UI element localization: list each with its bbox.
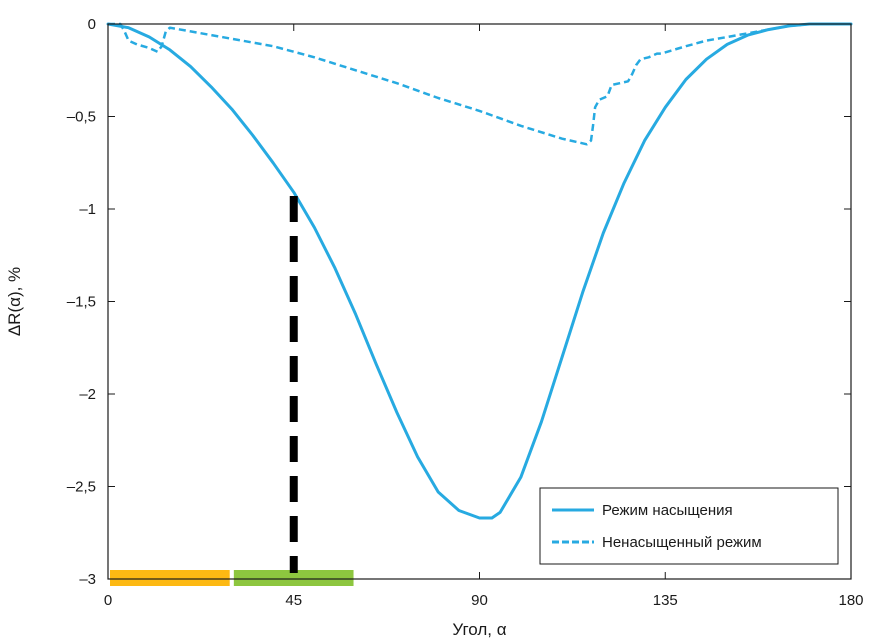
x-tick-label: 180 bbox=[838, 592, 863, 609]
x-tick-label: 135 bbox=[653, 592, 678, 609]
x-tick-label: 45 bbox=[285, 592, 302, 609]
y-tick-label: –2 bbox=[79, 386, 96, 403]
legend-label-unsaturated: Ненасыщенный режим bbox=[602, 534, 762, 551]
y-tick-label: –3 bbox=[79, 571, 96, 588]
legend-box bbox=[539, 487, 839, 565]
y-tick-label: –1 bbox=[79, 201, 96, 218]
tick-labels: 0 45 90 135 180 0 –0,5 –1 –1,5 –2 –2,5 –3 bbox=[67, 16, 864, 609]
y-axis-title: ΔR(α), % bbox=[5, 267, 24, 336]
y-tick-label: –0,5 bbox=[67, 109, 96, 126]
x-tick-label: 90 bbox=[471, 592, 488, 609]
y-tick-label: 0 bbox=[88, 16, 96, 33]
series-line-solid bbox=[106, 22, 853, 520]
marker-layer bbox=[110, 196, 354, 586]
x-axis-title: Угол, α bbox=[452, 620, 506, 639]
x-tick-label: 0 bbox=[104, 592, 112, 609]
green-range-bar bbox=[233, 570, 354, 586]
legend: Режим насыщения Ненасыщенный режим bbox=[539, 487, 839, 565]
legend-label-saturation: Режим насыщения bbox=[602, 502, 733, 519]
y-tick-label: –2,5 bbox=[67, 479, 96, 496]
y-tick-label: –1,5 bbox=[67, 294, 96, 311]
orange-range-bar bbox=[110, 570, 230, 586]
plot-area-frame bbox=[107, 23, 852, 580]
series-layer bbox=[106, 22, 853, 520]
series-line-dashed bbox=[108, 22, 851, 146]
